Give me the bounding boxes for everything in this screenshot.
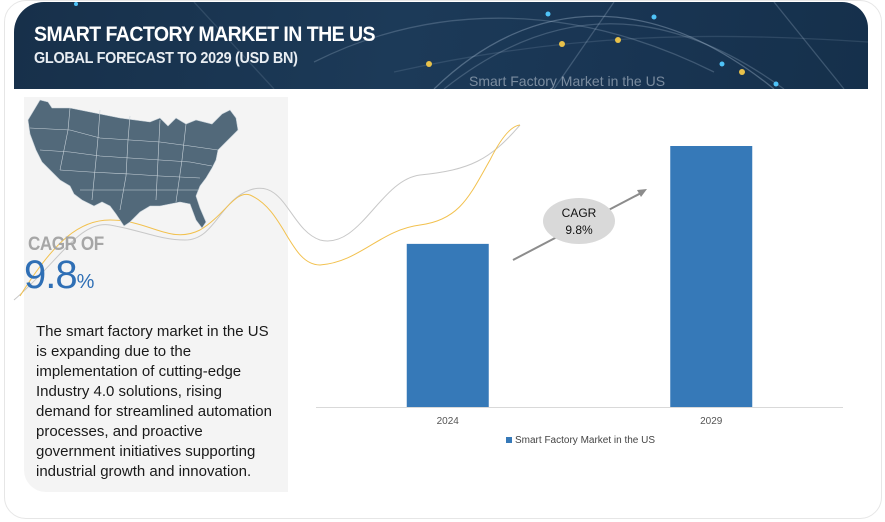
cagr-bubble bbox=[543, 198, 615, 244]
banner-watermark: Smart Factory Market in the US bbox=[469, 73, 666, 89]
page-title: SMART FACTORY MARKET IN THE US bbox=[34, 23, 376, 46]
cagr-arrow-head bbox=[637, 189, 647, 197]
x-tick-label-2024: 2024 bbox=[437, 416, 460, 427]
bar-2029 bbox=[670, 146, 753, 407]
cagr-unit: % bbox=[76, 271, 95, 293]
cagr-number: 9.8 bbox=[24, 253, 78, 297]
x-tick-label-2029: 2029 bbox=[700, 416, 723, 427]
legend-label: Smart Factory Market in the US bbox=[515, 435, 655, 446]
cagr-value: 9.8% bbox=[24, 253, 94, 304]
market-description: The smart factory market in the US is ex… bbox=[36, 323, 272, 480]
cagr-label: CAGR OF bbox=[28, 234, 104, 255]
cagr-bubble-value: 9.8% bbox=[565, 223, 593, 237]
legend-swatch bbox=[506, 437, 512, 443]
cagr-annotation: CAGR 9.8% bbox=[512, 189, 647, 261]
legend: Smart Factory Market in the US bbox=[506, 435, 655, 446]
header-banner: SMART FACTORY MARKET IN THE US GLOBAL FO… bbox=[14, 2, 868, 89]
banner-light-streaks bbox=[74, 2, 868, 89]
cagr-bubble-label: CAGR bbox=[562, 206, 597, 220]
bar-2024 bbox=[406, 243, 489, 407]
page-subtitle: GLOBAL FORECAST TO 2029 (USD BN) bbox=[34, 50, 298, 67]
